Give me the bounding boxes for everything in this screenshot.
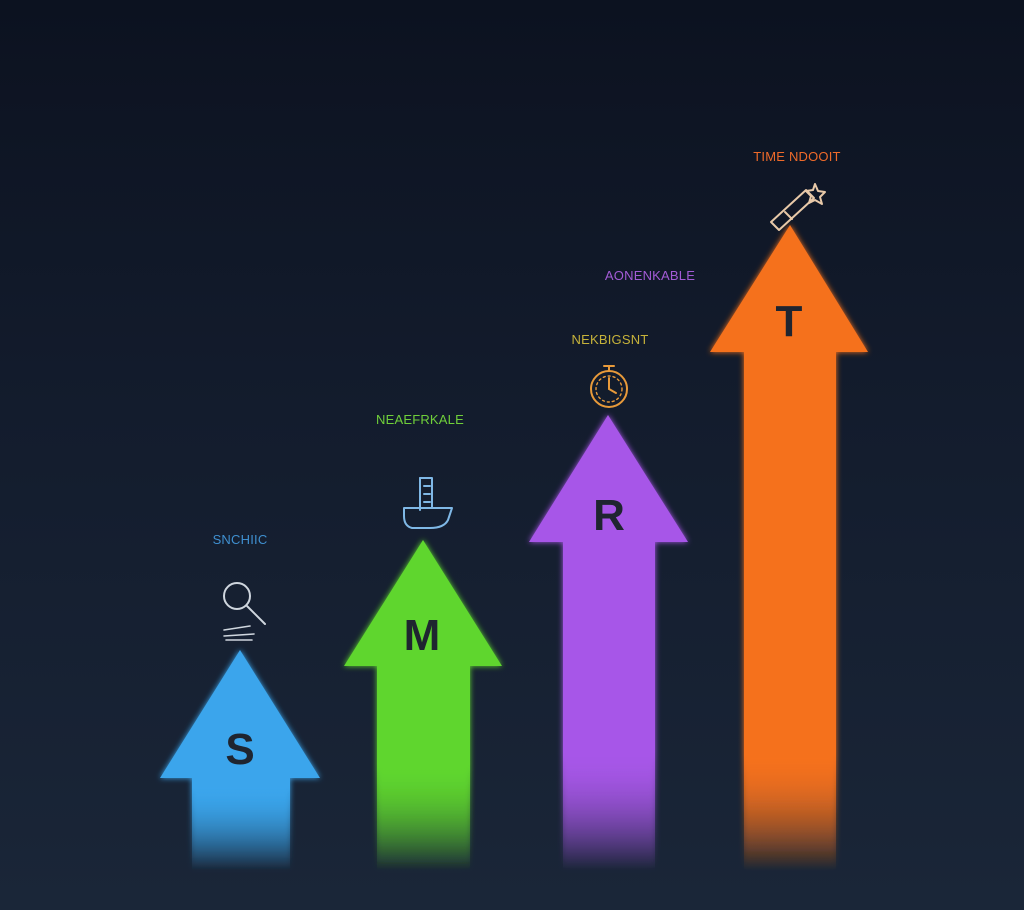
stopwatch-icon [590, 365, 628, 408]
magnifier-icon [223, 582, 266, 641]
label-t: TIME NDOOIT [753, 149, 840, 164]
arrow-t-letter: T [776, 297, 803, 346]
label-s: SNCHIIC [213, 532, 268, 547]
arrow-r-letter: R [593, 491, 625, 540]
arrow-t [710, 225, 868, 870]
arrow-m-letter: M [404, 611, 441, 660]
label-extra: AONENKABLE [605, 268, 695, 283]
arrow-t-shape [710, 225, 868, 870]
arrow-s-letter: S [225, 725, 254, 774]
arrow-r-shape [529, 415, 688, 870]
arrow-r [529, 415, 688, 870]
rocket-icon [770, 183, 826, 231]
measuring-cup-icon [403, 477, 453, 529]
arrow-m [344, 540, 502, 870]
arrow-s [160, 650, 320, 870]
label-m: NEAEFRKALE [376, 412, 464, 427]
arrow-s-shape [160, 650, 320, 870]
arrow-m-shape [344, 540, 502, 870]
label-r: NEKBIGSNT [572, 332, 649, 347]
